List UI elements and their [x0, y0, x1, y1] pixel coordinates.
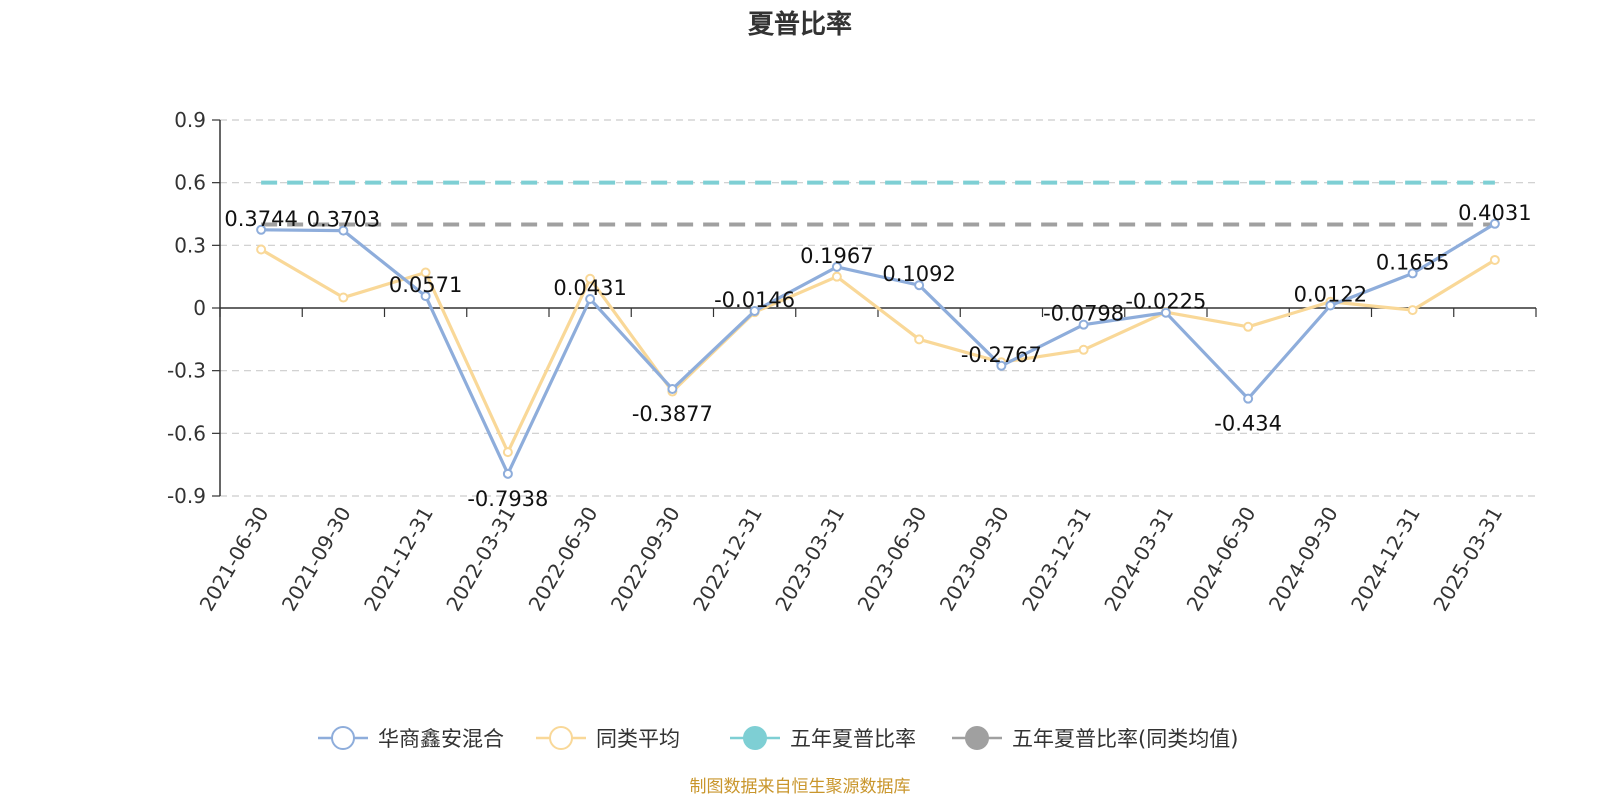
legend-marker: [743, 726, 767, 750]
data-point: [1489, 218, 1500, 229]
data-point: [1243, 321, 1254, 332]
data-point: [996, 360, 1007, 371]
y-tick-label: 0.3: [174, 233, 206, 257]
data-point: [256, 224, 267, 235]
x-tick-label: 2021-09-30: [277, 503, 356, 616]
x-tick-label: 2024-06-30: [1182, 503, 1261, 616]
data-point: [1160, 307, 1171, 318]
data-point: [1407, 268, 1418, 279]
data-label: -0.2767: [961, 343, 1042, 367]
data-label: -0.0146: [714, 288, 795, 312]
data-point: [1489, 254, 1500, 265]
data-point: [1243, 393, 1254, 404]
legend-marker: [965, 726, 989, 750]
data-point: [585, 273, 596, 284]
y-tick-label: 0: [193, 296, 206, 320]
x-tick-label: 2023-03-31: [770, 503, 849, 616]
data-label: 0.1967: [800, 244, 873, 268]
x-tick-label: 2024-09-30: [1264, 503, 1343, 616]
data-point: [420, 267, 431, 278]
data-label: 0.0571: [389, 273, 462, 297]
data-label: 0.1655: [1376, 250, 1449, 274]
legend: 华商鑫安混合 同类平均 五年夏普比率 五年夏普比率(同类均值): [318, 726, 1238, 751]
data-label: -0.0225: [1125, 290, 1206, 314]
y-tick-label: -0.3: [167, 359, 206, 383]
x-tick-label: 2024-03-31: [1099, 503, 1178, 616]
data-point: [1407, 305, 1418, 316]
x-tick-label: 2023-06-30: [853, 503, 932, 616]
source-footer: 制图数据来自恒生聚源数据库: [690, 777, 911, 797]
x-tick-label: 2021-06-30: [195, 503, 274, 616]
series-line: [261, 222, 1496, 476]
y-tick-label: -0.9: [167, 484, 206, 508]
data-point: [338, 225, 349, 236]
legend-label: 华商鑫安混合: [378, 727, 504, 751]
series-lines: [256, 218, 1500, 479]
y-tick-label: -0.6: [167, 421, 206, 445]
data-label: -0.0798: [1043, 302, 1124, 326]
x-tick-label: 2025-03-31: [1428, 503, 1507, 616]
data-label: 0.3744: [224, 207, 297, 231]
data-point: [749, 306, 760, 317]
data-label: 0.0122: [1294, 282, 1367, 306]
data-point: [1078, 344, 1089, 355]
data-point: [1325, 300, 1336, 311]
x-tick-label: 2022-06-30: [524, 503, 603, 616]
data-label: -0.7938: [467, 487, 548, 511]
data-point: [256, 244, 267, 255]
x-tick-label: 2022-12-31: [688, 503, 767, 616]
data-label: 0.3703: [307, 208, 380, 232]
x-tick-label: 2022-03-31: [441, 503, 520, 616]
x-tick-label: 2023-12-31: [1017, 503, 1096, 616]
y-tick-label: 0.9: [174, 108, 206, 132]
x-tick-label: 2023-09-30: [935, 503, 1014, 616]
data-label: -0.3877: [632, 402, 713, 426]
data-label: 0.1092: [882, 262, 955, 286]
reference-lines: [261, 180, 1495, 227]
data-point: [502, 447, 513, 458]
legend-label: 五年夏普比率(同类均值): [1012, 727, 1238, 751]
data-label: 0.0431: [553, 276, 626, 300]
data-point: [831, 261, 842, 272]
x-tick-label: 2021-12-31: [359, 503, 438, 616]
x-tick-label: 2022-09-30: [606, 503, 685, 616]
legend-label: 同类平均: [596, 727, 680, 751]
data-point: [914, 334, 925, 345]
data-label: -0.434: [1214, 412, 1282, 436]
chart-title: 夏普比率: [748, 9, 852, 40]
data-point: [502, 468, 513, 479]
data-point: [1078, 319, 1089, 330]
data-point: [667, 383, 678, 394]
data-labels: 0.3744 0.3703 0.0571 -0.7938 0.0431 -0.3877 -0…: [224, 201, 1531, 511]
x-tick-label: 2024-12-31: [1346, 503, 1425, 616]
y-tick-label: 0.6: [174, 171, 206, 195]
data-point: [914, 280, 925, 291]
data-point: [338, 292, 349, 303]
legend-marker: [549, 726, 573, 750]
data-point: [585, 293, 596, 304]
data-point: [831, 271, 842, 282]
legend-marker: [331, 726, 355, 750]
data-point: [420, 291, 431, 302]
data-label: 0.4031: [1458, 201, 1531, 225]
legend-label: 五年夏普比率: [790, 727, 916, 751]
series-line: [260, 248, 1496, 454]
